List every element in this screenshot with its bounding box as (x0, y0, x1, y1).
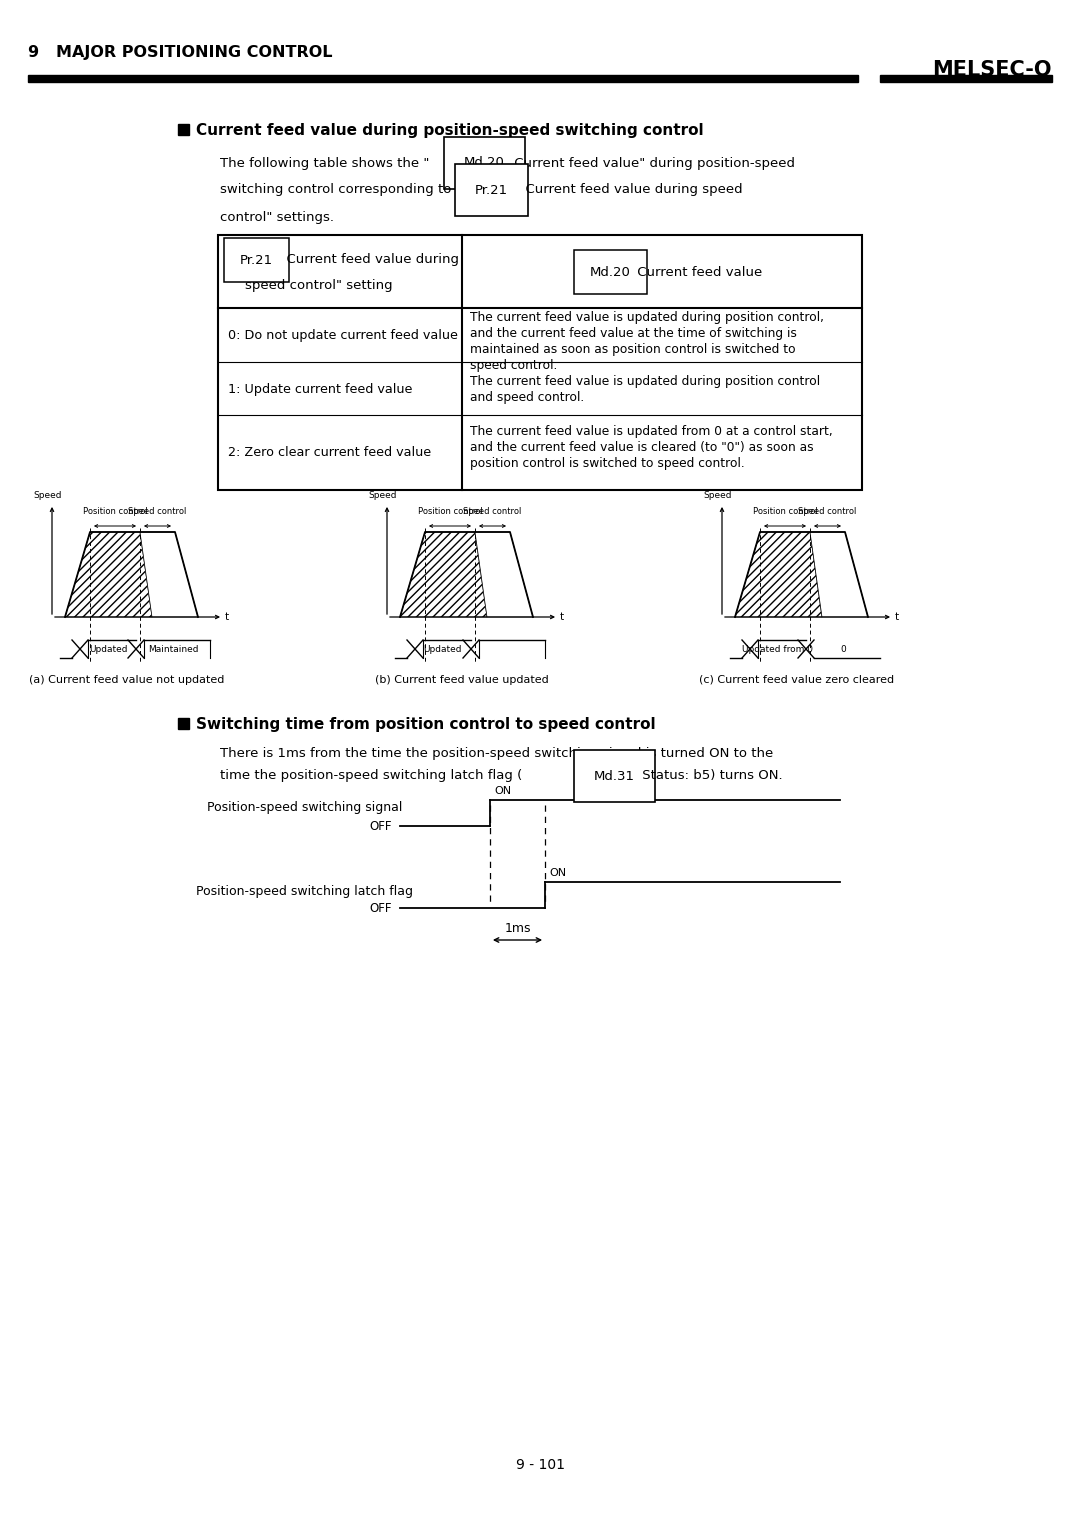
Text: Md.20: Md.20 (464, 156, 504, 170)
Text: Switching time from position control to speed control: Switching time from position control to … (195, 717, 656, 732)
Text: control" settings.: control" settings. (220, 211, 334, 223)
Bar (28, 75, 858, 83)
Text: Updated: Updated (423, 645, 462, 654)
Text: (c) Current feed value zero cleared: (c) Current feed value zero cleared (700, 675, 894, 685)
Bar (218, 235, 862, 490)
Text: t: t (895, 613, 900, 622)
Text: ON: ON (494, 785, 511, 796)
Text: Current feed value: Current feed value (633, 266, 762, 278)
Text: 9 - 101: 9 - 101 (515, 1458, 565, 1471)
Text: Speed: Speed (33, 490, 63, 500)
Bar (178, 718, 189, 729)
Bar (178, 124, 189, 134)
Polygon shape (735, 532, 822, 617)
Text: time the position-speed switching latch flag (: time the position-speed switching latch … (220, 770, 523, 782)
Text: 1ms: 1ms (504, 921, 530, 935)
Text: (a) Current feed value not updated: (a) Current feed value not updated (29, 675, 225, 685)
Polygon shape (810, 532, 868, 617)
Text: The current feed value is updated from 0 at a control start,: The current feed value is updated from 0… (470, 425, 833, 439)
Text: t: t (561, 613, 564, 622)
Text: 1: Update current feed value: 1: Update current feed value (228, 384, 413, 396)
Text: maintained as soon as position control is switched to: maintained as soon as position control i… (470, 344, 796, 356)
Text: Speed: Speed (368, 490, 397, 500)
Bar (880, 75, 1052, 83)
Text: Speed control: Speed control (463, 507, 522, 516)
Text: Md.31: Md.31 (594, 770, 635, 782)
Text: MELSEC-Q: MELSEC-Q (932, 60, 1052, 79)
Text: Speed control: Speed control (798, 507, 856, 516)
Text: Position control: Position control (83, 507, 147, 516)
Text: ": " (228, 254, 239, 266)
Text: ON: ON (549, 868, 566, 879)
Text: position control is switched to speed control.: position control is switched to speed co… (470, 457, 745, 471)
Polygon shape (65, 532, 152, 617)
Text: The current feed value is updated during position control: The current feed value is updated during… (470, 376, 820, 388)
Polygon shape (400, 532, 487, 617)
Text: Maintained: Maintained (148, 645, 199, 654)
Text: (b) Current feed value updated: (b) Current feed value updated (375, 675, 549, 685)
Text: Current feed value during position-speed switching control: Current feed value during position-speed… (195, 122, 704, 138)
Text: switching control corresponding to the ": switching control corresponding to the " (220, 183, 488, 197)
Text: 0: 0 (840, 645, 846, 654)
Polygon shape (475, 532, 534, 617)
Text: t: t (225, 613, 229, 622)
Text: Position-speed switching latch flag: Position-speed switching latch flag (197, 886, 414, 898)
Polygon shape (140, 532, 198, 617)
Text: and the current feed value at the time of switching is: and the current feed value at the time o… (470, 327, 797, 341)
Text: speed control.: speed control. (470, 359, 557, 373)
Text: The current feed value is updated during position control,: The current feed value is updated during… (470, 312, 824, 324)
Text: There is 1ms from the time the position-speed switching signal is turned ON to t: There is 1ms from the time the position-… (220, 747, 773, 759)
Text: Current feed value during speed: Current feed value during speed (517, 183, 743, 197)
Text: Position-speed switching signal: Position-speed switching signal (207, 802, 403, 814)
Text: Updated from 0: Updated from 0 (743, 645, 813, 654)
Text: Pr.21: Pr.21 (475, 183, 508, 197)
Text: 2: Zero clear current feed value: 2: Zero clear current feed value (228, 446, 431, 458)
Text: Position control: Position control (418, 507, 483, 516)
Text: Updated: Updated (89, 645, 127, 654)
Text: Pr.21: Pr.21 (240, 254, 273, 266)
Text: Status: b5) turns ON.: Status: b5) turns ON. (638, 770, 783, 782)
Text: 0: Do not update current feed value: 0: Do not update current feed value (228, 329, 458, 341)
Text: 9   MAJOR POSITIONING CONTROL: 9 MAJOR POSITIONING CONTROL (28, 44, 333, 60)
Text: Position control: Position control (753, 507, 818, 516)
Text: The following table shows the ": The following table shows the " (220, 156, 430, 170)
Text: Current feed value during: Current feed value during (278, 254, 459, 266)
Text: Md.20: Md.20 (590, 266, 631, 278)
Text: speed control" setting: speed control" setting (245, 278, 393, 292)
Text: and the current feed value is cleared (to "0") as soon as: and the current feed value is cleared (t… (470, 442, 813, 454)
Text: OFF: OFF (369, 819, 392, 833)
Text: Current feed value" during position-speed: Current feed value" during position-spee… (510, 156, 795, 170)
Text: OFF: OFF (369, 902, 392, 914)
Text: Speed control: Speed control (129, 507, 187, 516)
Text: and speed control.: and speed control. (470, 391, 584, 405)
Text: Speed: Speed (704, 490, 732, 500)
